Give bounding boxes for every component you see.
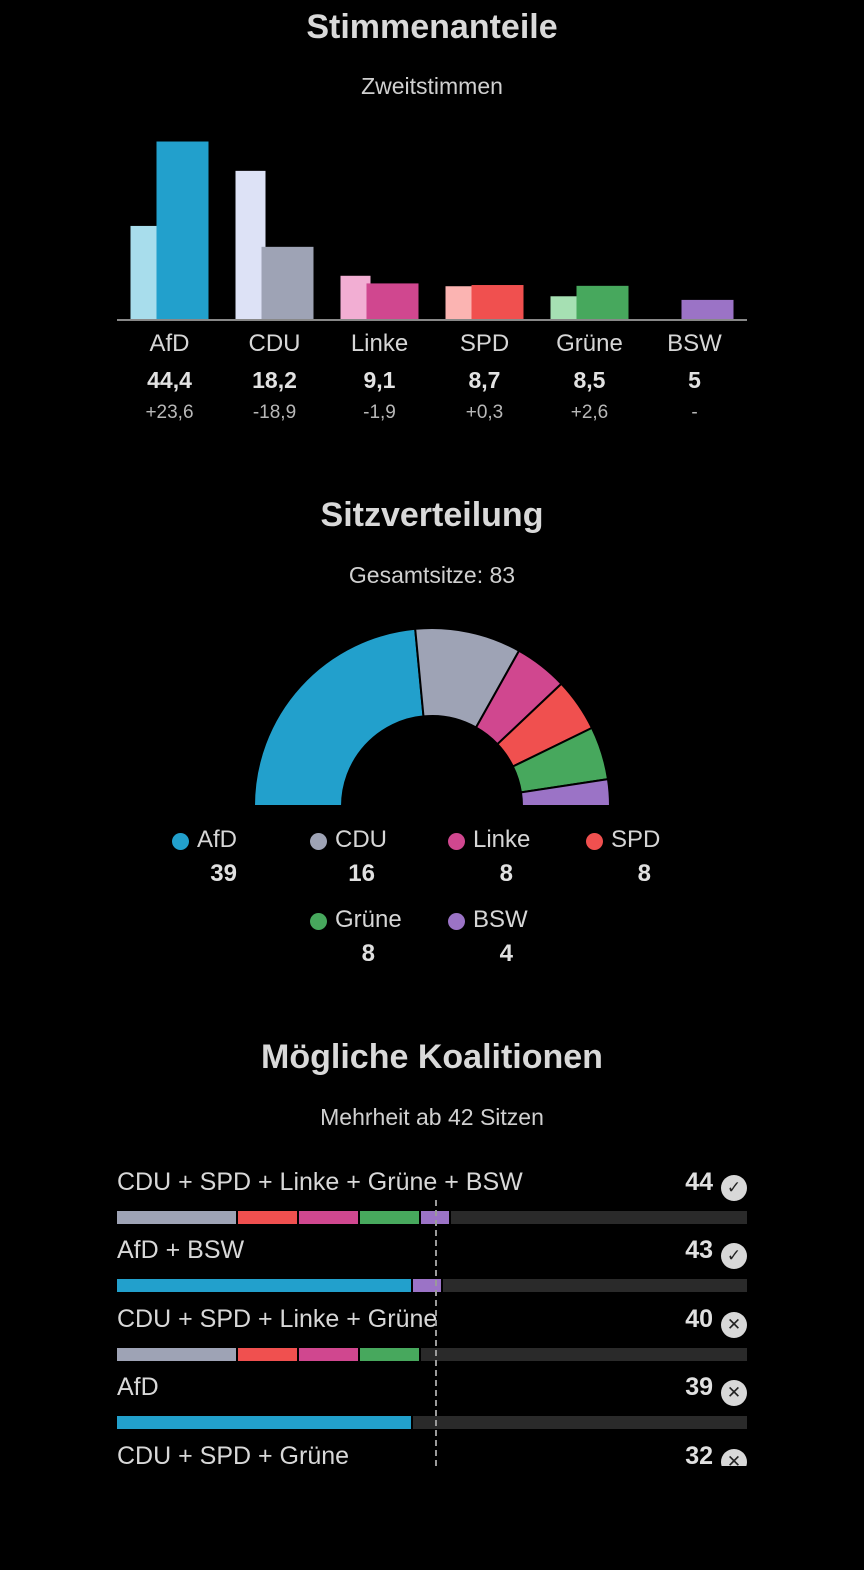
coalition-segment-afd bbox=[117, 1416, 414, 1429]
coalition-segment-afd bbox=[117, 1279, 414, 1292]
coalition-segment-spd bbox=[238, 1211, 300, 1224]
coalition-segment-cdu bbox=[117, 1211, 239, 1224]
coalition-label: CDU + SPD + Linke + Grüne bbox=[117, 1305, 438, 1333]
value-label: 8,5 bbox=[574, 367, 606, 393]
legend-seats: 39 bbox=[210, 860, 237, 887]
legend-dot bbox=[310, 833, 327, 850]
change-label: +2,6 bbox=[571, 402, 609, 423]
legend-dot bbox=[172, 833, 189, 850]
coalition-segment-linke bbox=[299, 1348, 360, 1361]
votes-subtitle: Zweitstimmen bbox=[361, 73, 503, 99]
bar-current bbox=[156, 141, 209, 320]
seats-title: Sitzverteilung bbox=[320, 496, 544, 534]
legend-seats: 8 bbox=[637, 860, 651, 887]
legend-name: CDU bbox=[335, 826, 387, 853]
legend-seats: 16 bbox=[348, 860, 375, 887]
coalitions-title: Mögliche Koalitionen bbox=[261, 1038, 603, 1076]
cross-icon: ✕ bbox=[721, 1449, 747, 1466]
bar-previous bbox=[340, 275, 371, 320]
seats-subtitle: Gesamtsitze: 83 bbox=[348, 562, 516, 588]
coalition-segment-gruene bbox=[359, 1211, 421, 1224]
majority-line bbox=[434, 1200, 437, 1466]
check-icon: ✓ bbox=[721, 1243, 747, 1269]
category-label: AfD bbox=[149, 330, 189, 357]
legend-dot bbox=[586, 833, 603, 850]
value-label: 9,1 bbox=[364, 367, 396, 393]
coalition-label: AfD + BSW bbox=[117, 1236, 245, 1264]
category-label: CDU bbox=[249, 330, 301, 357]
bar-previous bbox=[550, 296, 581, 320]
coalition-seats: 39 bbox=[685, 1373, 713, 1401]
coalition-seats: 32 bbox=[685, 1442, 713, 1466]
value-label: 18,2 bbox=[252, 367, 297, 393]
coalitions-subtitle: Mehrheit ab 42 Sitzen bbox=[320, 1104, 544, 1130]
check-icon: ✓ bbox=[721, 1175, 747, 1201]
value-label: 8,7 bbox=[469, 367, 501, 393]
coalition-bar bbox=[117, 1348, 747, 1361]
coalition-row: AfD + BSW 43 ✓ bbox=[117, 1236, 747, 1304]
coalition-seats: 43 bbox=[685, 1236, 713, 1264]
bar-previous bbox=[235, 170, 266, 320]
coalition-bar bbox=[117, 1279, 747, 1292]
coalition-segment-spd bbox=[238, 1348, 300, 1361]
seat-slice-bsw bbox=[519, 778, 612, 807]
legend-seats: 8 bbox=[361, 940, 375, 967]
legend-seats: 4 bbox=[499, 940, 513, 967]
vote-share-bar-chart: AfD 44,4 +23,6 CDU 18,2 -18,9 Linke 9,1 -1,9 SPD 8… bbox=[117, 141, 747, 423]
category-label: Grüne bbox=[556, 330, 623, 357]
legend-dot bbox=[448, 833, 465, 850]
value-label: 5 bbox=[688, 367, 701, 393]
coalition-bar bbox=[117, 1416, 747, 1429]
bar-current bbox=[261, 246, 314, 320]
seat-slice-afd bbox=[252, 627, 425, 807]
coalition-row: CDU + SPD + Linke + Grüne 40 ✕ bbox=[117, 1305, 747, 1373]
coalition-row: CDU + SPD + Grüne 32 ✕ bbox=[117, 1442, 747, 1466]
bar-previous bbox=[445, 286, 476, 320]
legend-dot bbox=[448, 913, 465, 930]
coalition-segment-cdu bbox=[117, 1348, 239, 1361]
coalition-seats: 44 bbox=[685, 1168, 713, 1196]
bar-current bbox=[576, 285, 629, 320]
change-label: - bbox=[691, 402, 697, 423]
legend-dot bbox=[310, 913, 327, 930]
votes-title: Stimmenanteile bbox=[306, 8, 558, 46]
bar-current bbox=[366, 283, 419, 320]
legend-name: SPD bbox=[611, 826, 661, 853]
category-label: BSW bbox=[667, 330, 722, 357]
legend-name: Linke bbox=[473, 826, 531, 853]
seat-distribution-chart bbox=[252, 627, 612, 807]
change-label: +0,3 bbox=[466, 402, 504, 423]
change-label: +23,6 bbox=[145, 402, 193, 423]
legend-name: AfD bbox=[197, 826, 238, 853]
coalition-segment-bsw bbox=[413, 1279, 444, 1292]
change-label: -18,9 bbox=[253, 402, 296, 423]
bar-current bbox=[681, 299, 734, 320]
coalition-row: AfD 39 ✕ bbox=[117, 1373, 747, 1441]
bar-current bbox=[471, 285, 524, 320]
category-label: Linke bbox=[351, 330, 408, 357]
cross-icon: ✕ bbox=[721, 1380, 747, 1406]
coalition-label: AfD bbox=[117, 1373, 159, 1401]
legend-name: BSW bbox=[473, 906, 528, 933]
category-label: SPD bbox=[460, 330, 509, 357]
legend-name: Grüne bbox=[335, 906, 402, 933]
coalition-seats: 40 bbox=[685, 1305, 713, 1333]
coalition-row: CDU + SPD + Linke + Grüne + BSW 44 ✓ bbox=[117, 1168, 747, 1236]
change-label: -1,9 bbox=[363, 402, 396, 423]
value-label: 44,4 bbox=[147, 367, 192, 393]
coalition-list[interactable]: CDU + SPD + Linke + Grüne + BSW 44 ✓ AfD… bbox=[117, 1168, 747, 1466]
legend-seats: 8 bbox=[499, 860, 513, 887]
coalition-segment-linke bbox=[299, 1211, 360, 1224]
coalition-bar bbox=[117, 1211, 747, 1224]
coalition-segment-gruene bbox=[359, 1348, 421, 1361]
cross-icon: ✕ bbox=[721, 1312, 747, 1338]
coalition-label: CDU + SPD + Grüne bbox=[117, 1442, 350, 1466]
coalition-label: CDU + SPD + Linke + Grüne + BSW bbox=[117, 1168, 523, 1196]
bar-previous bbox=[130, 225, 161, 320]
